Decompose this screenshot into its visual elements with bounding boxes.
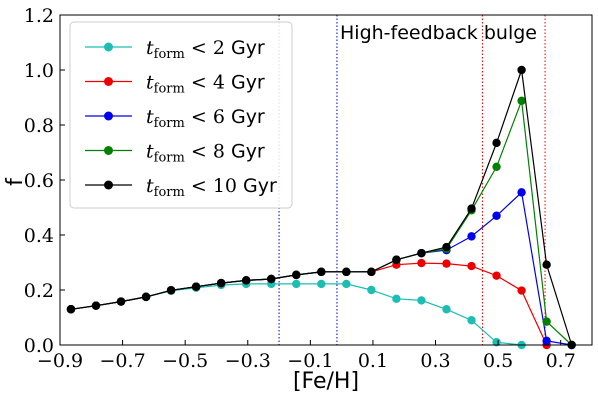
x-tick-label: 0.7 [546,350,576,372]
data-point [517,188,526,197]
data-point [367,285,376,295]
y-tick-label: 0.0 [24,335,54,357]
y-axis: 0.0 0.2 0.4 0.6 0.8 1.0 1.2 [24,5,65,357]
legend-item: tform < 4 Gyr [85,72,265,97]
legend-marker [104,146,113,155]
legend-item: tform < 10 Gyr [85,175,277,200]
x-tick-label: 0.1 [358,350,388,372]
data-point [242,276,251,285]
data-point [392,255,401,264]
x-tick-label: −0.9 [37,350,83,372]
data-point [467,204,476,213]
x-tick-label: −0.7 [100,350,146,372]
x-tick-label: 0.3 [420,350,450,372]
data-point [492,162,501,171]
data-point [492,211,501,220]
data-point [492,138,501,148]
legend-marker [104,111,113,121]
data-point [467,261,476,271]
data-point [342,267,351,277]
legend-label: tform < 2 Gyr [146,37,265,62]
data-point [442,242,451,252]
legend-label: tform < 8 Gyr [146,141,265,166]
data-point [542,317,551,326]
data-point [292,270,301,280]
data-point [492,338,501,347]
data-point [292,279,301,289]
data-point [141,292,151,302]
y-tick-label: 0.8 [24,115,54,137]
annotation: High-feedback bulge [340,22,537,44]
data-point [392,294,401,303]
data-point [267,274,276,284]
y-tick-label: 0.4 [24,225,54,247]
x-axis: −0.9 −0.7 −0.5 −0.3 −0.1 0.1 0.3 0.5 0.7 [37,340,576,372]
data-point [317,279,326,289]
legend-item: tform < 8 Gyr [85,141,265,166]
legend-item: tform < 6 Gyr [85,106,265,131]
data-point [66,305,76,314]
x-tick-label: 0.5 [483,350,513,372]
legend-label: tform < 4 Gyr [146,72,265,97]
data-point [166,286,176,295]
legend-marker [104,77,113,86]
data-point [467,232,476,241]
data-point [442,305,451,314]
data-point [317,267,326,277]
data-point [417,248,426,258]
x-tick-label: −0.3 [225,350,271,372]
legend: tform < 2 Gyr tform < 4 Gyr tform < 6 Gyr t… [69,21,293,209]
x-tick-label: −0.1 [287,350,333,372]
y-tick-label: 1.2 [24,5,54,27]
data-point [517,96,526,106]
legend-marker [104,42,113,52]
legend-box [69,21,293,209]
data-point [467,316,476,325]
data-point [517,65,526,75]
legend-label: tform < 6 Gyr [146,106,265,131]
legend-item: tform < 2 Gyr [85,37,265,62]
y-tick-label: 0.2 [24,280,54,302]
data-point [417,258,426,268]
data-point [517,286,526,295]
data-point [91,301,101,310]
data-point [191,282,201,291]
y-tick-label: 1.0 [24,60,54,82]
data-point [492,271,501,280]
x-axis-label: [Fe/H] [293,369,359,394]
data-point [367,267,376,277]
data-point [442,259,451,268]
data-point [542,336,551,346]
data-point [342,279,351,289]
y-tick-label: 0.6 [24,170,54,192]
x-tick-label: −0.5 [162,350,208,372]
data-point [417,296,426,305]
data-point [116,297,126,306]
data-point [542,260,551,269]
data-point [216,278,226,288]
legend-marker [104,180,113,190]
y-axis-label: f [3,177,28,186]
legend-label: tform < 10 Gyr [146,175,277,200]
